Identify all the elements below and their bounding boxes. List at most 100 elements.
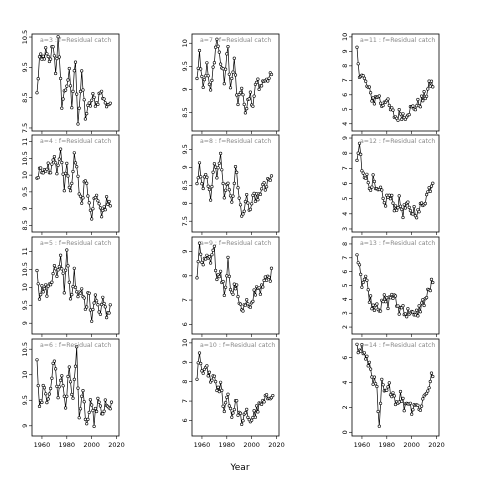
data-point xyxy=(403,206,408,210)
data-point xyxy=(245,298,249,302)
y-tick-label: 10.5 xyxy=(21,262,29,276)
data-point xyxy=(355,158,359,162)
data-point xyxy=(262,400,266,404)
x-tick-label: 1980 xyxy=(59,441,76,449)
y-tick-label: 9.5 xyxy=(21,187,29,197)
data-point xyxy=(207,187,211,192)
data-point xyxy=(73,60,78,64)
data-point xyxy=(267,76,271,80)
data-point xyxy=(88,398,92,402)
y-tick-label: 5 xyxy=(341,197,349,201)
data-point xyxy=(66,78,70,82)
data-point xyxy=(406,307,410,311)
data-point xyxy=(46,54,50,59)
data-point xyxy=(371,173,375,177)
data-point xyxy=(222,293,226,298)
data-point xyxy=(425,296,429,300)
y-tick-label: 8 xyxy=(341,64,349,68)
data-point xyxy=(42,57,47,61)
data-point xyxy=(367,360,372,364)
panel-5: 3 4 5 6 7 8 9 a=12 : f=Residual catch xyxy=(341,134,440,235)
data-point xyxy=(268,279,272,283)
x-tick-label: 1980 xyxy=(219,441,236,449)
data-point xyxy=(365,354,369,358)
data-point xyxy=(73,285,78,290)
data-point xyxy=(80,69,84,73)
data-point xyxy=(407,205,411,209)
data-point xyxy=(241,419,245,423)
data-point xyxy=(401,396,405,401)
y-tick-label: 9 xyxy=(21,424,29,428)
data-point xyxy=(221,67,225,71)
data-point xyxy=(361,74,365,78)
data-point xyxy=(380,377,384,382)
data-point xyxy=(411,104,415,108)
data-point xyxy=(92,95,96,99)
data-point xyxy=(205,364,209,368)
y-tick-label: 7.5 xyxy=(21,123,29,133)
data-point xyxy=(268,178,272,182)
data-point xyxy=(257,286,261,290)
data-point xyxy=(94,299,99,303)
data-point xyxy=(400,117,404,121)
data-point xyxy=(210,78,214,82)
data-point xyxy=(242,102,246,106)
panel-title: a=13 : f=Residual catch xyxy=(360,240,435,247)
y-tick-label: 10 xyxy=(21,171,29,179)
data-point xyxy=(96,396,100,401)
y-tick-label: 8.5 xyxy=(21,92,29,102)
y-tick-label: 9.5 xyxy=(21,395,29,405)
data-point xyxy=(382,201,386,205)
data-point xyxy=(82,98,86,102)
data-point xyxy=(256,410,260,414)
data-point xyxy=(78,291,83,295)
data-point xyxy=(252,288,256,292)
data-point xyxy=(367,300,372,304)
data-point xyxy=(369,294,373,298)
data-point xyxy=(387,193,391,197)
data-point xyxy=(269,72,274,77)
data-point xyxy=(381,196,385,200)
data-point xyxy=(51,45,55,49)
panel-2: 4 5 6 7 8 9 10 a=11 : f=Residual catch xyxy=(341,33,440,134)
data-point xyxy=(214,380,218,384)
panel-4: 7.5 8 8.5 9 9.5 a=8 : f=Residual catch xyxy=(181,134,280,235)
y-tick-label: 10 xyxy=(181,339,189,347)
data-point xyxy=(55,274,59,279)
panel-frame xyxy=(191,338,280,437)
data-point xyxy=(379,309,383,313)
data-point xyxy=(56,396,60,400)
y-tick-label: 5 xyxy=(341,283,349,287)
data-point xyxy=(255,404,259,408)
data-point xyxy=(67,365,71,369)
data-point xyxy=(387,381,391,385)
data-point xyxy=(102,301,106,306)
x-tick-label: 2020 xyxy=(268,441,285,449)
y-tick-label: 9 xyxy=(181,249,189,253)
data-point xyxy=(226,392,230,396)
data-point xyxy=(224,401,228,405)
data-point xyxy=(103,208,107,212)
y-tick-label: 10.5 xyxy=(21,342,29,356)
data-point xyxy=(384,300,388,304)
data-point xyxy=(269,266,274,270)
data-point xyxy=(235,93,239,97)
data-point xyxy=(68,84,73,88)
data-point xyxy=(418,310,423,314)
data-point xyxy=(222,82,226,86)
y-tick-label: 9 xyxy=(181,360,189,364)
data-point xyxy=(235,283,239,287)
data-point xyxy=(108,303,112,307)
y-tick-label: 9 xyxy=(181,87,189,91)
data-point xyxy=(86,194,90,198)
data-point xyxy=(215,37,219,41)
data-point xyxy=(411,408,415,412)
data-point xyxy=(46,397,50,401)
data-point xyxy=(209,88,213,92)
data-point xyxy=(403,117,408,121)
data-point xyxy=(429,277,434,282)
data-point xyxy=(364,357,368,361)
data-point xyxy=(56,163,60,167)
data-point xyxy=(56,35,60,39)
data-point xyxy=(402,203,406,207)
